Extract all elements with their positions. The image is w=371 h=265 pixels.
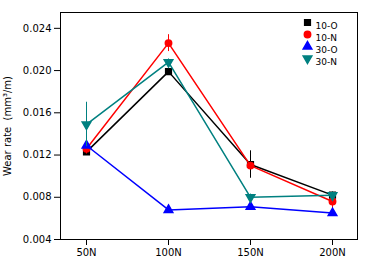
svg-text:10-O: 10-O xyxy=(316,21,338,31)
svg-text:0.016: 0.016 xyxy=(23,107,52,118)
svg-text:0.012: 0.012 xyxy=(23,149,52,160)
svg-text:30-N: 30-N xyxy=(316,57,337,67)
svg-text:Wear rate (mm³/m): Wear rate (mm³/m) xyxy=(2,76,13,176)
svg-text:10-N: 10-N xyxy=(316,33,337,43)
svg-text:200N: 200N xyxy=(319,247,346,258)
svg-text:0.008: 0.008 xyxy=(23,191,52,202)
svg-text:50N: 50N xyxy=(76,247,96,258)
svg-text:150N: 150N xyxy=(237,247,264,258)
svg-text:100N: 100N xyxy=(155,247,182,258)
svg-text:0.004: 0.004 xyxy=(23,234,52,245)
svg-text:0.024: 0.024 xyxy=(23,23,52,34)
svg-text:30-O: 30-O xyxy=(316,45,338,55)
svg-text:0.020: 0.020 xyxy=(23,65,52,76)
